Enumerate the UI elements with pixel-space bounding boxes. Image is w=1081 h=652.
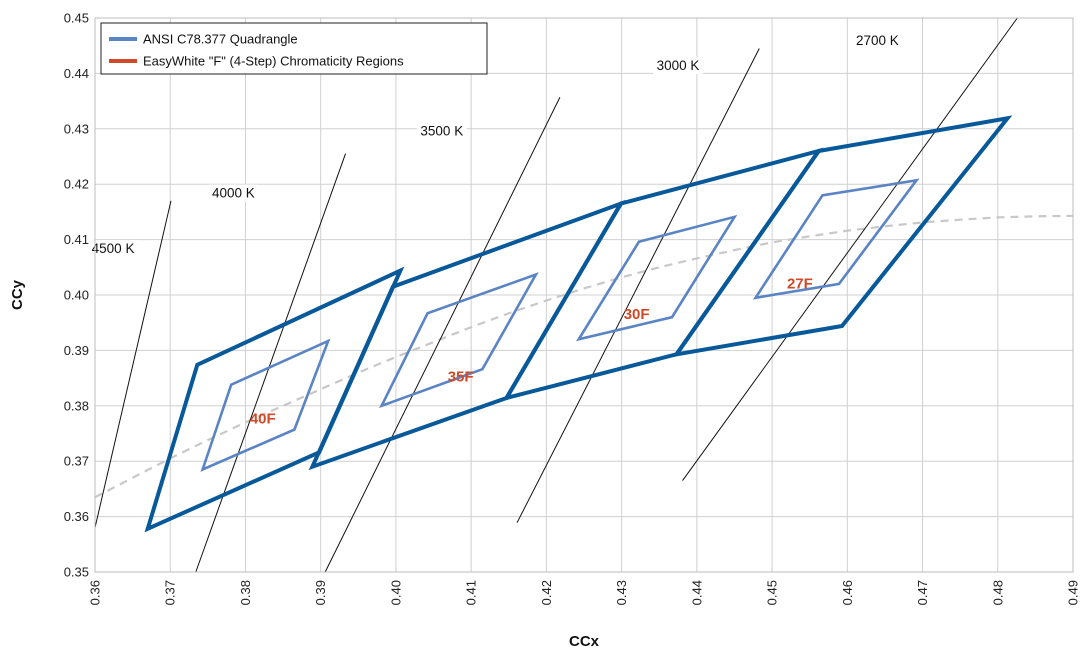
easywhite-region	[378, 272, 539, 409]
y-tick-label: 0.42	[64, 177, 89, 192]
isotherm-label: 4000 K	[212, 186, 255, 201]
x-tick-label: 0.44	[689, 580, 704, 605]
isotherm-label: 3500 K	[420, 123, 463, 138]
region-label: 27F	[787, 275, 813, 292]
isotherm-label: 2700 K	[856, 33, 899, 48]
isotherm-label-background	[852, 32, 903, 50]
ansi-quadrangle	[672, 115, 1013, 358]
isotherm-label-background	[417, 122, 467, 140]
easywhite-region	[575, 214, 738, 342]
planckian-locus	[94, 214, 1074, 499]
ansi-quadrangles	[144, 115, 1013, 533]
region-label: 30F	[624, 306, 650, 323]
x-tick-label: 0.49	[1066, 580, 1081, 605]
x-tick-label: 0.39	[313, 580, 328, 605]
x-tick-label: 0.45	[765, 580, 780, 605]
axes: 0.350.360.370.380.390.400.410.420.430.44…	[64, 11, 1081, 606]
x-tick-label: 0.46	[840, 580, 855, 605]
y-tick-label: 0.38	[64, 398, 89, 413]
region-label: 40F	[250, 411, 276, 428]
plot-frame	[94, 17, 1074, 573]
region-label: 35F	[448, 368, 474, 385]
cct-isotherms	[94, 17, 1018, 573]
chart-labels: 4500 K 4000 K 3500 K 3000 K 2700 K 40F 35F 30F 2…	[88, 32, 903, 428]
y-tick-label: 0.40	[64, 288, 89, 303]
y-tick-label: 0.44	[64, 66, 89, 81]
x-tick-label: 0.42	[539, 580, 554, 605]
isotherm-label: 3000 K	[657, 58, 700, 73]
isotherm-label-background	[653, 57, 703, 75]
isotherm-label-background	[88, 239, 138, 257]
x-tick-label: 0.47	[915, 580, 930, 605]
isotherm-line	[682, 17, 1018, 481]
isotherm-line	[516, 48, 760, 523]
x-tick-label: 0.40	[388, 580, 403, 605]
x-tick-label: 0.41	[464, 580, 479, 605]
x-tick-label: 0.36	[88, 580, 103, 605]
ansi-quadrangle	[144, 266, 405, 533]
y-tick-label: 0.35	[64, 565, 89, 580]
y-tick-label: 0.39	[64, 343, 89, 358]
isotherm-line	[195, 153, 346, 573]
isotherm-line	[94, 200, 172, 528]
y-tick-label: 0.41	[64, 232, 89, 247]
x-tick-label: 0.38	[238, 580, 253, 605]
isotherm-label-background	[208, 184, 259, 202]
legend-label: EasyWhite "F" (4-Step) Chromaticity Regi…	[143, 54, 404, 69]
easywhite-region	[200, 338, 331, 472]
legend-box	[100, 22, 488, 75]
x-tick-label: 0.37	[163, 580, 178, 605]
y-tick-label: 0.43	[64, 121, 89, 136]
x-tick-label: 0.43	[614, 580, 629, 605]
y-tick-label: 0.45	[64, 11, 89, 26]
easywhite-regions	[200, 178, 920, 472]
y-axis-title: CCy	[9, 279, 26, 310]
x-axis-title: CCx	[569, 633, 600, 650]
y-tick-label: 0.37	[64, 454, 89, 469]
y-tick-label: 0.36	[64, 509, 89, 524]
ansi-quadrangle	[308, 199, 626, 471]
easywhite-region	[752, 178, 920, 300]
isotherm-line	[324, 97, 561, 573]
legend-label: ANSI C78.377 Quadrangle	[143, 32, 298, 47]
x-tick-label: 0.48	[990, 580, 1005, 605]
legend: ANSI C78.377 Quadrangle EasyWhite "F" (4-…	[100, 22, 488, 75]
planckian-locus-curve	[94, 214, 1074, 499]
isotherm-label: 4500 K	[92, 241, 135, 256]
